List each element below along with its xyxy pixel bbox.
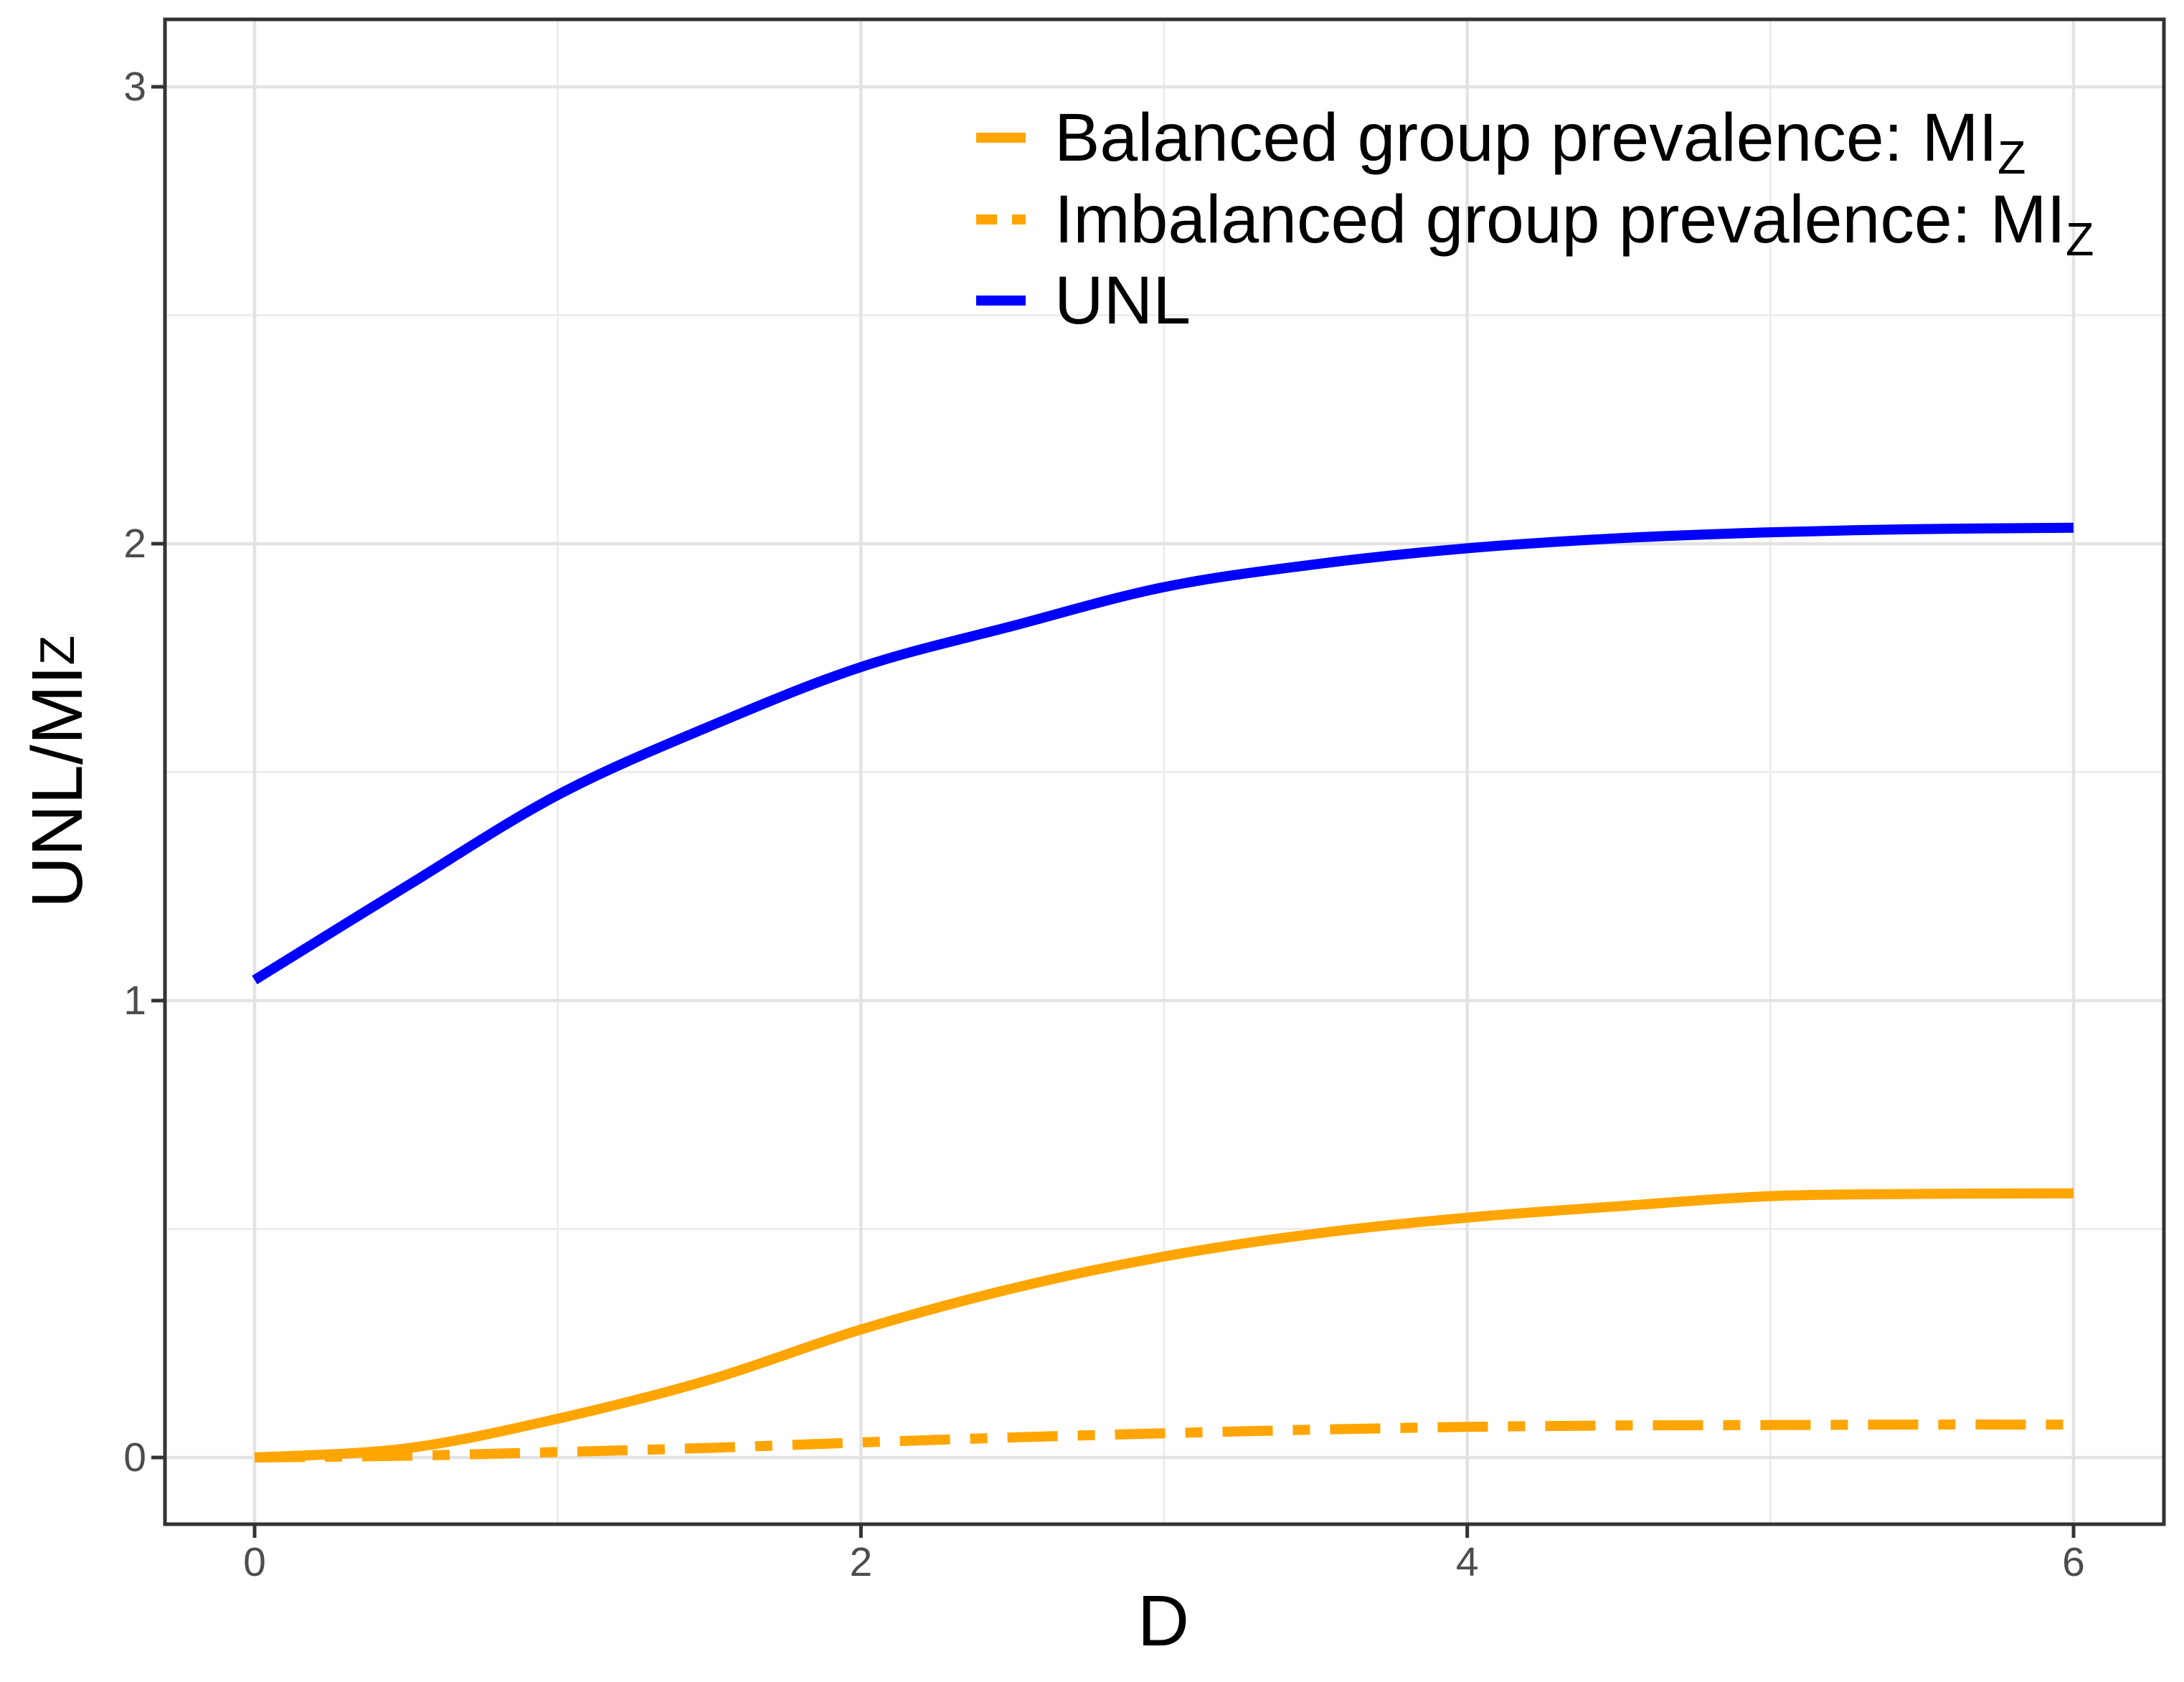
legend-label: Balanced group prevalence: MIZ: [1054, 98, 2025, 181]
curve-balanced: [254, 1188, 2074, 1463]
legend-row: Imbalanced group prevalence: MIZ: [976, 176, 2094, 263]
y-axis-title: UNL/MI Z: [17, 635, 98, 909]
legend-label: Imbalanced group prevalence: MIZ: [1054, 180, 2094, 263]
y-axis-title-text: UNL/MI: [17, 665, 98, 909]
x-axis-title: D: [1020, 1578, 1307, 1664]
curve-imbalanced: [254, 1419, 2074, 1463]
legend-row: UNL: [976, 258, 1191, 344]
x-tick-label: 0: [243, 1539, 266, 1585]
y-tick-label: 2: [123, 521, 146, 567]
legend-row: Balanced group prevalence: MIZ: [976, 95, 2025, 181]
x-axis-title-text: D: [1137, 1581, 1190, 1661]
legend-label-subscript: Z: [2065, 214, 2094, 266]
y-tick-label: 0: [123, 1435, 146, 1480]
legend-label: UNL: [1054, 261, 1191, 340]
legend-label-text: Imbalanced group prevalence: MI: [1054, 181, 2066, 258]
x-tick-label: 2: [849, 1539, 873, 1585]
legend-label-text: UNL: [1054, 263, 1191, 339]
curve-unl: [252, 522, 2074, 985]
legend-label-subscript: Z: [1997, 132, 2026, 184]
legend-label-text: Balanced group prevalence: MI: [1054, 100, 1998, 176]
x-tick-label: 4: [1455, 1539, 1479, 1585]
legend-key-solid-line-icon: [976, 133, 1026, 143]
y-tick-label: 1: [123, 978, 146, 1024]
x-tick-label: 6: [2062, 1539, 2085, 1585]
y-tick-label: 3: [123, 64, 146, 110]
legend-key-solid-line-icon: [976, 296, 1026, 306]
legend-key-dashdot-line-icon: [976, 214, 1026, 225]
panel-border: [163, 17, 2166, 1526]
